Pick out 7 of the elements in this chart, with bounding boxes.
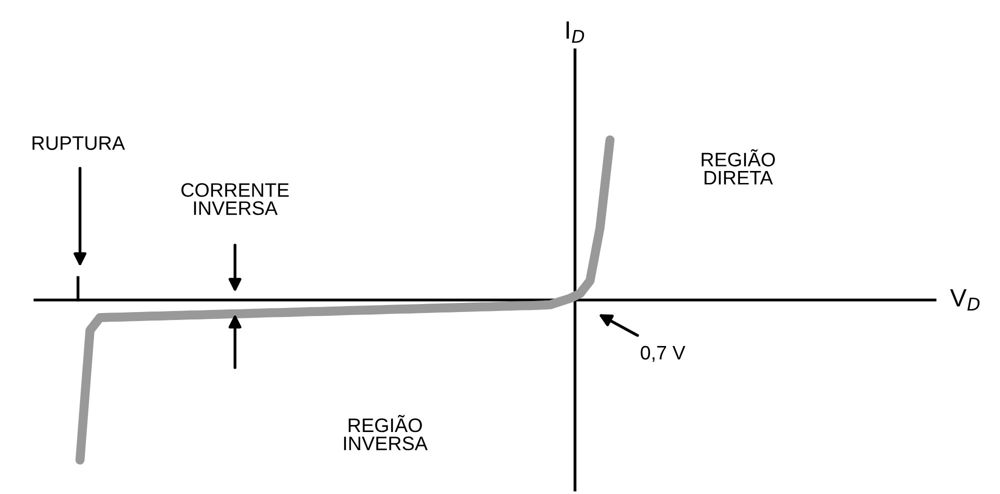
annotation: RUPTURA [32, 136, 125, 150]
annotation: REGIÃO INVERSA [344, 414, 428, 450]
x-axis-title: V$_{D}$ [950, 289, 980, 310]
annotation: 0,7 V [640, 346, 686, 362]
annotation: CORRENTE INVERSA [181, 183, 289, 216]
y-axis-title: I$_{D}$ [566, 21, 584, 43]
annotation: REGIÃO DIRETA [702, 149, 775, 184]
